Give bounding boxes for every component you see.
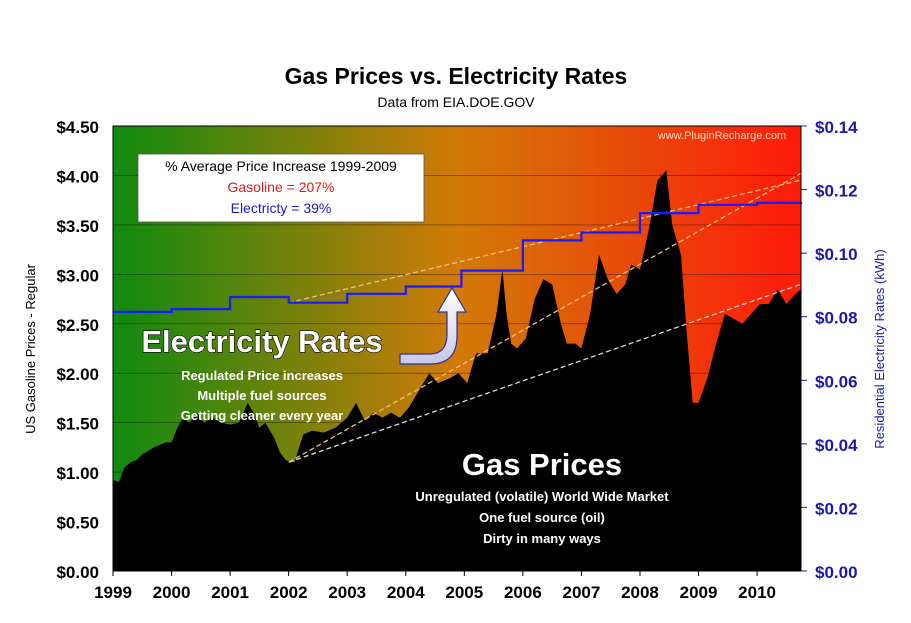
- right-tick-label: $0.12: [815, 182, 858, 201]
- left-tick-label: $4.50: [56, 118, 99, 137]
- right-axis-ticks: $0.00 $0.02 $0.04 $0.06 $0.08 $0.10 $0.12 $0.14: [801, 118, 858, 582]
- x-tick-label: 1999: [94, 583, 132, 602]
- watermark-text: www.PluginRecharge.com: [657, 130, 786, 142]
- x-axis-ticks: 1999 2000 2001 2002 2003 2004 2005 2006 2007 2008…: [94, 571, 776, 602]
- right-tick-label: $0.14: [815, 118, 858, 137]
- gas-line-1: Unregulated (volatile) World Wide Market: [415, 489, 669, 504]
- legend-title: % Average Price Increase 1999-2009: [165, 158, 397, 174]
- x-tick-label: 2005: [445, 583, 483, 602]
- left-tick-label: $2.00: [56, 365, 99, 384]
- x-tick-label: 2003: [328, 583, 366, 602]
- right-tick-label: $0.00: [815, 563, 858, 582]
- left-tick-label: $3.00: [56, 266, 99, 285]
- right-tick-label: $0.08: [815, 309, 858, 328]
- gasoline-area-series: [113, 170, 801, 571]
- x-tick-label: 2000: [153, 583, 191, 602]
- gas-line-2: One fuel source (oil): [479, 510, 605, 525]
- legend-background: [137, 153, 425, 223]
- legend-gasoline: Gasoline = 207%: [227, 179, 334, 195]
- x-tick-label: 2001: [211, 583, 249, 602]
- chart-title: Gas Prices vs. Electricity Rates: [285, 63, 628, 89]
- gas-heading: Gas Prices: [462, 447, 622, 482]
- right-axis-label: Residential Electricity Rates (kWh): [872, 249, 887, 448]
- curved-arrow-icon: [399, 286, 468, 365]
- plot-frame: [112, 125, 802, 572]
- left-tick-label: $4.00: [56, 167, 99, 186]
- x-tick-label: 2008: [621, 583, 659, 602]
- x-tick-label: 2010: [738, 583, 776, 602]
- chart-subtitle: Data from EIA.DOE.GOV: [377, 94, 535, 110]
- electricity-line-1: Regulated Price increases: [181, 368, 343, 383]
- legend-electricity: Electricty = 39%: [231, 200, 332, 216]
- x-tick-label: 2009: [680, 583, 718, 602]
- gas-line-3: Dirty in many ways: [483, 531, 601, 546]
- right-tick-label: $0.02: [815, 499, 858, 518]
- right-tick-label: $0.04: [815, 436, 858, 455]
- electricity-line-series: [113, 201, 803, 313]
- left-tick-label: $2.50: [56, 316, 99, 335]
- electricity-line-2: Multiple fuel sources: [197, 388, 326, 403]
- electricity-annotation: Electricity Rates Regulated Price increa…: [141, 286, 468, 423]
- x-tick-label: 2002: [270, 583, 308, 602]
- right-tick-label: $0.10: [815, 245, 858, 264]
- electricity-line-3: Getting cleaner every year: [181, 408, 344, 423]
- left-tick-label: $0.00: [56, 563, 99, 582]
- right-tick-label: $0.06: [815, 372, 858, 391]
- x-tick-label: 2007: [563, 583, 601, 602]
- x-tick-label: 2006: [504, 583, 542, 602]
- left-tick-label: $0.50: [56, 514, 99, 533]
- trendline: [288, 283, 802, 463]
- legend-box: % Average Price Increase 1999-2009 Gasol…: [137, 153, 425, 223]
- left-tick-label: $3.50: [56, 217, 99, 236]
- left-tick-label: $1.00: [56, 464, 99, 483]
- electricity-heading: Electricity Rates: [141, 324, 382, 359]
- left-axis-ticks: $0.00 $0.50 $1.00 $1.50 $2.00 $2.50 $3.00 $3.50…: [56, 118, 99, 582]
- x-tick-label: 2004: [387, 583, 425, 602]
- trendline: [288, 172, 802, 463]
- gas-annotation: Gas Prices Unregulated (volatile) World …: [415, 447, 669, 546]
- left-axis-label: US Gasoline Prices - Regular: [23, 263, 38, 433]
- left-tick-label: $1.50: [56, 415, 99, 434]
- trendlines: [288, 172, 802, 463]
